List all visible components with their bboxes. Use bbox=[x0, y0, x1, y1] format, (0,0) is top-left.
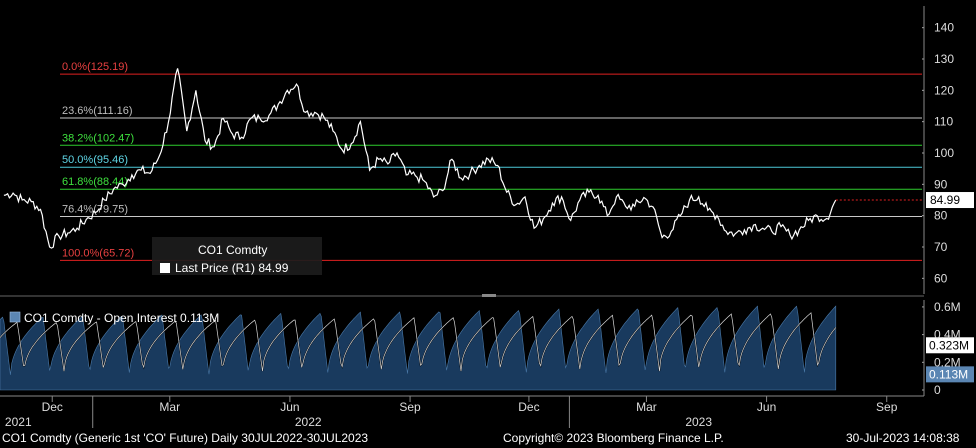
legend-swatch bbox=[160, 263, 170, 273]
footer-copyright: Copyright© 2023 Bloomberg Finance L.P. bbox=[503, 431, 724, 445]
last-price-line bbox=[3, 68, 837, 249]
fib-label: 100.0%(65.72) bbox=[62, 247, 134, 259]
legend-label: Last Price (R1) 84.99 bbox=[175, 261, 289, 275]
price-series: 84.99 CO1 Comdty Last Price (R1) 84.99 bbox=[3, 68, 974, 275]
panel-divider-handle bbox=[482, 294, 496, 297]
footer-left-text: CO1 Comdty (Generic 1st 'CO' Future) Dai… bbox=[2, 431, 369, 445]
x-year-label: 2022 bbox=[295, 415, 322, 429]
fib-label: 23.6%(111.16) bbox=[62, 105, 133, 117]
price-tick-label: 90 bbox=[934, 177, 948, 191]
axes: 60 70 80 90 100 110 120 130 140 0 0.2M 0.4M 0.6M Dec M… bbox=[0, 6, 961, 429]
price-tick-label: 70 bbox=[934, 240, 948, 254]
price-tick-label: 140 bbox=[934, 21, 954, 35]
price-tick-label: 100 bbox=[934, 146, 954, 160]
open-interest-roll-line bbox=[0, 312, 837, 372]
oi-tick-label: 0.4M bbox=[934, 328, 961, 342]
oi-tick-label: 0.6M bbox=[934, 300, 961, 314]
oi-tick-label: 0.2M bbox=[934, 355, 961, 369]
price-tick-label: 110 bbox=[934, 115, 953, 129]
fib-label: 61.8%(88.44) bbox=[62, 176, 128, 188]
x-year-label: 2023 bbox=[685, 415, 712, 429]
open-interest-panel: 0.323M 0.113M CO1 Comdty - Open Interest 0… bbox=[0, 305, 974, 391]
ticker-legend-bg bbox=[152, 237, 322, 275]
oi-line-value-box bbox=[926, 337, 974, 354]
fibonacci-levels: 0.0%(125.19) 23.6%(111.16) 38.2%(102.47) 50… bbox=[60, 61, 922, 261]
x-month-label: Sep bbox=[876, 400, 898, 414]
oi-tick-label: 0 bbox=[934, 383, 941, 397]
fib-label: 0.0%(125.19) bbox=[62, 61, 128, 73]
oi-area-value-box bbox=[926, 366, 974, 383]
footer-timestamp: 30-Jul-2023 14:08:38 bbox=[846, 431, 960, 445]
ticker-legend: CO1 Comdty Last Price (R1) 84.99 bbox=[152, 237, 322, 275]
last-price-box bbox=[926, 192, 974, 209]
x-month-label: Dec bbox=[518, 400, 539, 414]
price-tick-label: 60 bbox=[934, 271, 948, 285]
oi-legend: CO1 Comdty - Open Interest 0.113M bbox=[9, 311, 219, 325]
last-price-value: 84.99 bbox=[930, 193, 960, 207]
x-month-label: Mar bbox=[636, 400, 657, 414]
x-month-label: Jun bbox=[280, 400, 299, 414]
price-tick-label: 130 bbox=[934, 52, 954, 66]
x-month-label: Mar bbox=[159, 400, 180, 414]
oi-legend-swatch bbox=[9, 311, 21, 323]
x-month-label: Sep bbox=[399, 400, 421, 414]
x-year-label: 2021 bbox=[5, 415, 32, 429]
price-tick-label: 120 bbox=[934, 83, 954, 97]
ticker-title: CO1 Comdty bbox=[198, 243, 267, 257]
x-month-label: Jun bbox=[757, 400, 776, 414]
oi-title: CO1 Comdty - Open Interest 0.113M bbox=[24, 311, 219, 325]
x-month-label: Dec bbox=[42, 400, 63, 414]
fib-label: 50.0%(95.46) bbox=[62, 154, 128, 166]
fib-label: 38.2%(102.47) bbox=[62, 132, 134, 144]
oi-line-value: 0.323M bbox=[929, 338, 969, 352]
footer-bar: CO1 Comdty (Generic 1st 'CO' Future) Dai… bbox=[0, 430, 976, 448]
price-tick-label: 80 bbox=[934, 209, 948, 223]
fib-label: 76.4%(79.75) bbox=[62, 203, 128, 215]
oi-area-value: 0.113M bbox=[929, 367, 968, 381]
